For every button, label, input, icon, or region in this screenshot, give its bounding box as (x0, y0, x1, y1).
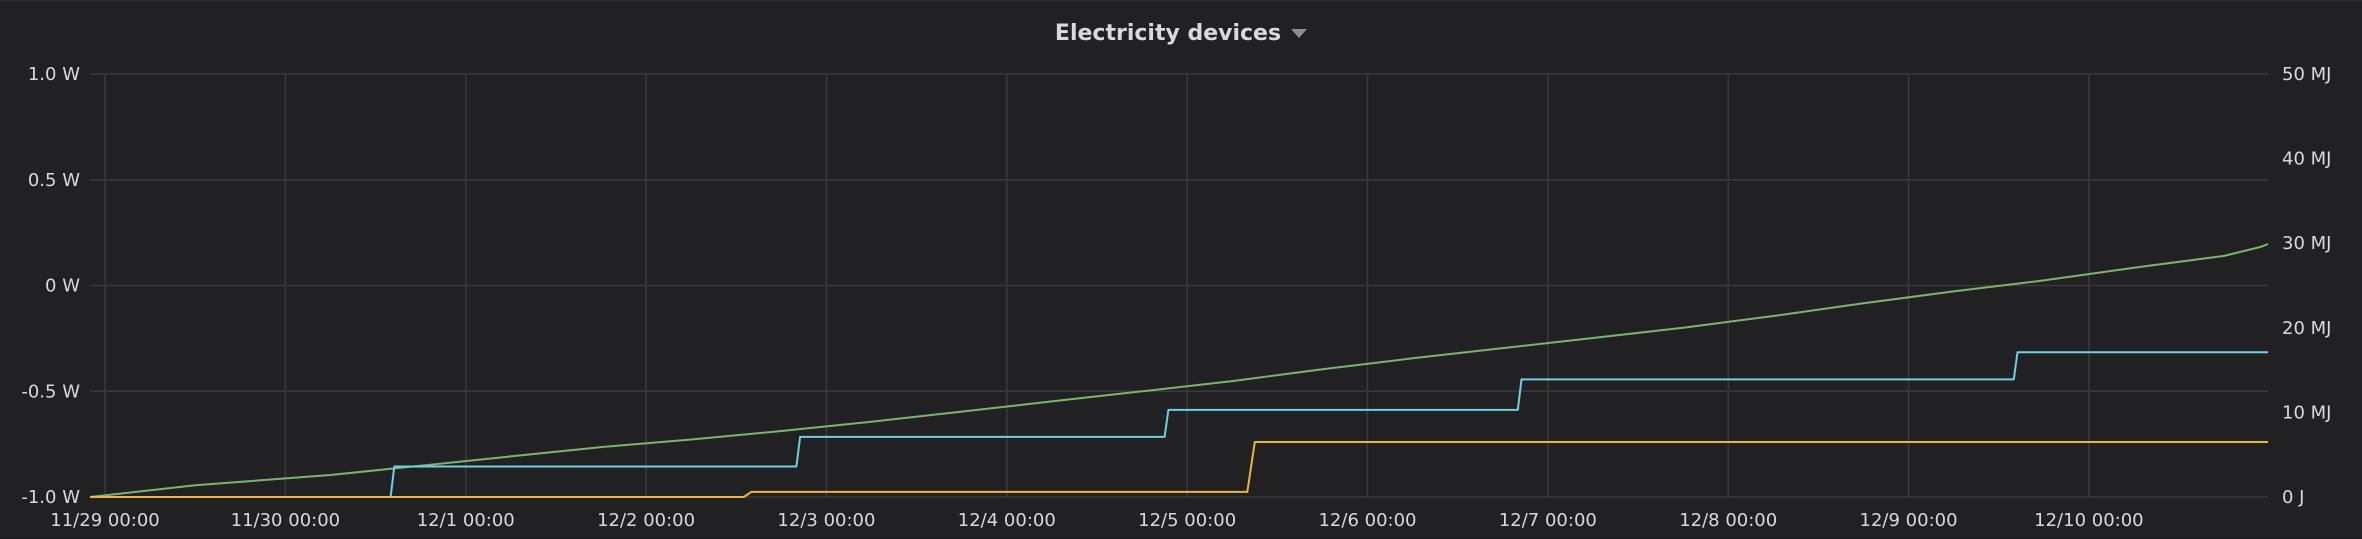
series-line-3[interactable] (90, 441, 2268, 498)
x-tick-label: 12/2 00:00 (597, 510, 695, 531)
y-left-tick-label: 0 W (45, 276, 80, 297)
x-tick-label: 12/6 00:00 (1318, 510, 1416, 531)
series-line-2[interactable] (90, 351, 2268, 498)
y-right-tick-label: 20 MJ (2282, 318, 2331, 339)
y-right-tick-label: 0 J (2282, 487, 2304, 508)
panel-header[interactable]: Electricity devices (0, 21, 2362, 46)
x-tick-label: 12/4 00:00 (958, 510, 1056, 531)
x-tick-label: 12/9 00:00 (1860, 510, 1958, 531)
x-tick-label: 12/10 00:00 (2034, 510, 2143, 531)
y-right-tick-label: 30 MJ (2282, 233, 2331, 254)
y-right-tick-label: 10 MJ (2282, 402, 2331, 423)
panel-title[interactable]: Electricity devices (1054, 21, 1282, 46)
y-left-tick-label: 0.5 W (28, 170, 80, 191)
x-axis: 11/29 00:00 11/30 00:00 12/1 00:00 12/2 00:… (50, 510, 2143, 531)
grid (90, 73, 2268, 498)
x-tick-label: 12/8 00:00 (1679, 510, 1777, 531)
series-line-1[interactable] (89, 243, 2269, 498)
y-axis-left: 1.0 W 0.5 W 0 W -0.5 W -1.0 W (21, 64, 80, 508)
y-left-tick-label: 1.0 W (28, 64, 80, 85)
x-tick-label: 12/7 00:00 (1499, 510, 1597, 531)
x-tick-label: 11/30 00:00 (231, 510, 340, 531)
y-axis-right: 50 MJ 40 MJ 30 MJ 20 MJ 10 MJ 0 J (2282, 64, 2331, 508)
x-tick-label: 11/29 00:00 (50, 510, 159, 531)
y-left-tick-label: -1.0 W (21, 487, 80, 508)
series-layer (89, 243, 2269, 498)
y-right-tick-label: 40 MJ (2282, 149, 2331, 170)
y-left-tick-label: -0.5 W (21, 381, 80, 402)
x-tick-label: 12/5 00:00 (1138, 510, 1236, 531)
x-tick-label: 12/1 00:00 (417, 510, 515, 531)
x-tick-label: 12/3 00:00 (777, 510, 875, 531)
chevron-down-icon[interactable] (1291, 29, 1308, 38)
y-right-tick-label: 50 MJ (2282, 64, 2331, 85)
